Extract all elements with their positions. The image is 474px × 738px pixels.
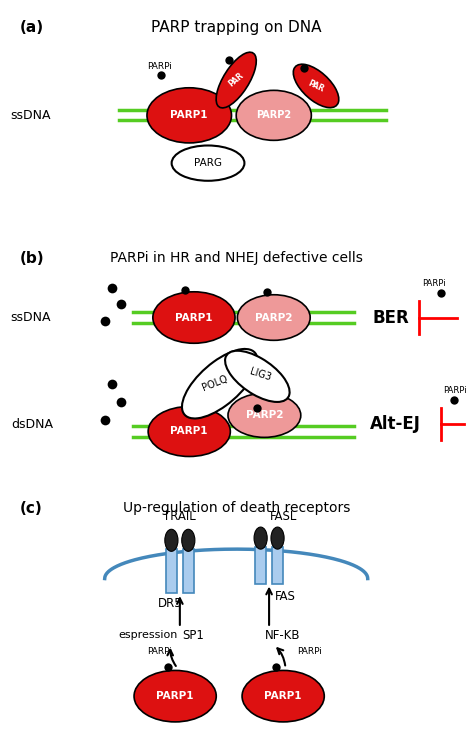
Text: (c): (c) [20,501,43,517]
Text: Alt-EJ: Alt-EJ [370,415,421,433]
Ellipse shape [182,349,257,418]
Text: NF-KB: NF-KB [264,629,300,641]
Ellipse shape [242,670,324,722]
Ellipse shape [293,64,339,108]
Text: POLQ: POLQ [201,374,229,393]
Text: PARPi: PARPi [147,646,172,656]
Text: PARP2: PARP2 [255,312,292,323]
Ellipse shape [225,351,290,402]
Text: LIG3: LIG3 [249,366,273,382]
Text: PARP2: PARP2 [246,410,283,421]
Text: espression: espression [119,630,178,640]
Text: FAS: FAS [275,590,296,602]
Text: ssDNA: ssDNA [11,311,51,324]
Text: TRAIL: TRAIL [164,511,196,523]
Ellipse shape [165,529,178,551]
Ellipse shape [237,294,310,340]
Text: FASL: FASL [270,511,297,523]
Ellipse shape [153,292,235,343]
Text: (b): (b) [20,252,45,266]
Text: PAR: PAR [227,72,246,89]
Text: PARPi: PARPi [422,279,446,288]
Ellipse shape [147,88,231,143]
Text: PARP1: PARP1 [171,111,208,120]
Text: ssDNA: ssDNA [11,108,51,122]
Ellipse shape [216,52,256,108]
Text: SP1: SP1 [182,629,204,641]
Text: PARP trapping on DNA: PARP trapping on DNA [151,20,321,35]
Bar [255,547,266,584]
Ellipse shape [271,527,284,549]
Text: PAR: PAR [307,78,326,94]
Ellipse shape [254,527,267,549]
Ellipse shape [236,90,311,140]
Text: PARPi: PARPi [147,62,172,72]
Bar [182,549,194,593]
Text: DR5: DR5 [158,597,183,610]
Ellipse shape [148,407,230,457]
Text: PARP2: PARP2 [256,111,292,120]
Text: PARG: PARG [194,158,222,168]
Ellipse shape [182,529,195,551]
Bar [166,549,177,593]
Text: PARPi: PARPi [443,386,466,395]
Text: PARPi: PARPi [297,646,322,656]
Ellipse shape [134,670,216,722]
Text: PARPi in HR and NHEJ defective cells: PARPi in HR and NHEJ defective cells [110,252,363,266]
Text: PARP1: PARP1 [156,692,194,701]
Text: dsDNA: dsDNA [11,418,53,431]
Text: PARP1: PARP1 [264,692,302,701]
Bar [272,547,283,584]
Text: (a): (a) [20,20,44,35]
Ellipse shape [228,393,301,438]
Text: BER: BER [373,308,409,326]
Ellipse shape [172,145,245,181]
Text: Up-regulation of death receptors: Up-regulation of death receptors [122,501,350,515]
Text: PARP1: PARP1 [171,427,208,436]
Text: PARP1: PARP1 [175,312,213,323]
